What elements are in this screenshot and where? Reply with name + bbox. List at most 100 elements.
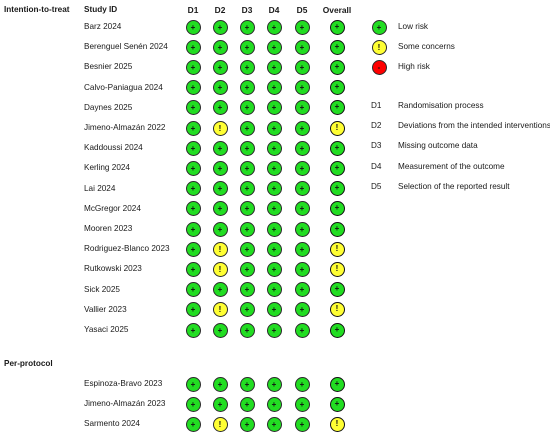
legend-some-icon: ! [371, 39, 387, 55]
judgement-dot-d2-low: + [212, 80, 228, 96]
judgement-dot-d1-low: + [185, 120, 201, 136]
judgement-dot-d3-low: + [239, 39, 255, 55]
judgement-dot-d4-low: + [266, 59, 282, 75]
overall-dot-some: ! [329, 302, 345, 318]
judgement-dot-d4-low: + [266, 396, 282, 412]
domain-header-d3: D3 [241, 5, 253, 15]
judgement-dot-d3-low: + [239, 19, 255, 35]
judgement-dot-d3-low: + [239, 261, 255, 277]
judgement-dot-d1-low: + [185, 201, 201, 217]
judgement-dot-d3-low: + [239, 160, 255, 176]
judgement-dot-d5-low: + [294, 80, 310, 96]
judgement-dot-d4-low: + [266, 416, 282, 432]
judgement-dot-d2-low: + [212, 19, 228, 35]
judgement-dot-d1-low: + [185, 160, 201, 176]
study-name: Jimeno-Almazán 2023 [84, 399, 166, 409]
judgement-dot-d2-low: + [212, 376, 228, 392]
judgement-dot-d1-low: + [185, 19, 201, 35]
overall-dot-low: + [329, 39, 345, 55]
judgement-dot-d3-low: + [239, 140, 255, 156]
study-name: Lai 2024 [84, 183, 116, 193]
study-name: Vallier 2023 [84, 304, 127, 314]
judgement-dot-d1-low: + [185, 396, 201, 412]
judgement-dot-d3-low: + [239, 100, 255, 116]
judgement-dot-d5-low: + [294, 261, 310, 277]
overall-dot-low: + [329, 322, 345, 338]
judgement-dot-d4-low: + [266, 282, 282, 298]
judgement-dot-d4-low: + [266, 39, 282, 55]
study-name: Mooren 2023 [84, 224, 133, 233]
judgement-dot-d5-low: + [294, 416, 310, 432]
judgement-dot-d5-low: + [294, 241, 310, 257]
judgement-dot-d4-low: + [266, 19, 282, 35]
judgement-dot-d4-low: + [266, 221, 282, 237]
overall-dot-some: ! [329, 241, 345, 257]
overall-header: Overall [322, 5, 352, 15]
domain-header-d2: D2 [214, 5, 226, 15]
study-name: Kaddoussi 2024 [84, 143, 143, 153]
study-name: Kerling 2024 [84, 163, 130, 173]
overall-dot-low: + [329, 19, 345, 35]
study-name: Barz 2024 [84, 22, 122, 31]
judgement-dot-d1-low: + [185, 261, 201, 277]
judgement-dot-d2-low: + [212, 221, 228, 237]
legend-d2-label: Deviations from the intended interventio… [398, 121, 550, 131]
judgement-dot-d3-low: + [239, 322, 255, 338]
legend-d1-label: Randomisation process [398, 101, 484, 110]
study-name: Rutkowski 2023 [84, 264, 142, 274]
legend-d1-code: D1 [371, 101, 382, 110]
judgement-dot-d5-low: + [294, 160, 310, 176]
legend-d4-label: Measurement of the outcome [398, 161, 505, 171]
judgement-dot-d2-some: ! [212, 261, 228, 277]
judgement-dot-d2-some: ! [212, 120, 228, 136]
study-name: Sarmento 2024 [84, 419, 140, 429]
overall-dot-low: + [329, 59, 345, 75]
judgement-dot-d5-low: + [294, 322, 310, 338]
judgement-dot-d5-low: + [294, 181, 310, 197]
judgement-dot-d1-low: + [185, 241, 201, 257]
judgement-dot-d5-low: + [294, 100, 310, 116]
study-name: McGregor 2024 [84, 203, 141, 213]
judgement-dot-d5-low: + [294, 221, 310, 237]
judgement-dot-d4-low: + [266, 181, 282, 197]
study-name: Yasaci 2025 [84, 325, 129, 334]
judgement-dot-d2-low: + [212, 59, 228, 75]
study-id-header: Study ID [84, 5, 118, 14]
judgement-dot-d5-low: + [294, 376, 310, 392]
judgement-dot-d4-low: + [266, 160, 282, 176]
judgement-dot-d2-some: ! [212, 302, 228, 318]
legend-low-label: Low risk [398, 22, 429, 31]
judgement-dot-d2-low: + [212, 160, 228, 176]
overall-dot-some: ! [329, 261, 345, 277]
judgement-dot-d4-low: + [266, 80, 282, 96]
study-name: Calvo-Paniagua 2024 [84, 82, 163, 92]
judgement-dot-d1-low: + [185, 322, 201, 338]
judgement-dot-d4-low: + [266, 302, 282, 318]
judgement-dot-d1-low: + [185, 221, 201, 237]
judgement-dot-d3-low: + [239, 120, 255, 136]
judgement-dot-d5-low: + [294, 19, 310, 35]
study-name: Besnier 2025 [84, 62, 133, 72]
judgement-dot-d1-low: + [185, 416, 201, 432]
legend-high-label: High risk [398, 62, 430, 71]
judgement-dot-d2-low: + [212, 39, 228, 55]
judgement-dot-d3-low: + [239, 201, 255, 217]
study-name: Jimeno-Almazán 2022 [84, 123, 166, 132]
study-name: Daynes 2025 [84, 102, 133, 112]
legend-some-label: Some concerns [398, 42, 455, 51]
judgement-dot-d2-some: ! [212, 241, 228, 257]
domain-header-d4: D4 [268, 5, 280, 15]
judgement-dot-d1-low: + [185, 59, 201, 75]
study-name: Berenguel Senén 2024 [84, 42, 168, 52]
legend-d2-code: D2 [371, 121, 382, 131]
overall-dot-low: + [329, 221, 345, 237]
judgement-dot-d4-low: + [266, 261, 282, 277]
overall-dot-low: + [329, 80, 345, 96]
overall-dot-some: ! [329, 120, 345, 136]
judgement-dot-d4-low: + [266, 201, 282, 217]
overall-dot-low: + [329, 160, 345, 176]
judgement-dot-d3-low: + [239, 302, 255, 318]
judgement-dot-d2-low: + [212, 282, 228, 298]
judgement-dot-d3-low: + [239, 416, 255, 432]
judgement-dot-d4-low: + [266, 322, 282, 338]
